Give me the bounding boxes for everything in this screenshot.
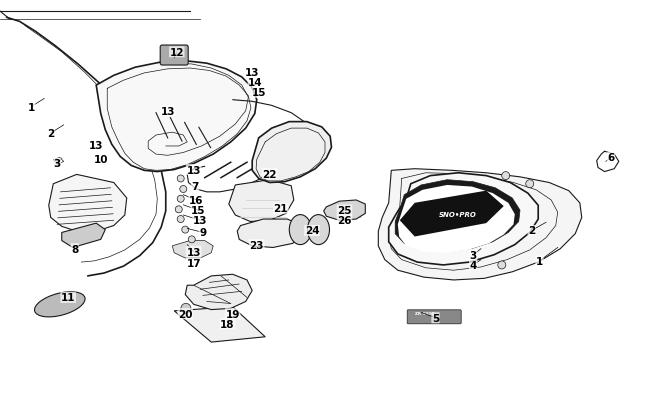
Text: 1: 1 [536, 256, 543, 266]
Text: 4: 4 [469, 260, 477, 270]
Text: 7: 7 [191, 181, 199, 191]
Text: 15: 15 [252, 88, 266, 98]
Text: 18: 18 [220, 319, 235, 329]
Circle shape [526, 180, 534, 188]
Text: 2: 2 [47, 129, 55, 139]
Text: 13: 13 [193, 216, 207, 226]
Text: 21: 21 [274, 204, 288, 213]
Text: 3: 3 [469, 250, 477, 260]
Polygon shape [395, 180, 520, 252]
Polygon shape [49, 175, 127, 232]
Circle shape [180, 186, 187, 193]
Circle shape [182, 226, 188, 234]
Circle shape [176, 206, 182, 213]
Polygon shape [172, 241, 213, 258]
Circle shape [177, 175, 184, 183]
Text: 20: 20 [178, 309, 192, 319]
Circle shape [177, 196, 184, 203]
Text: 6: 6 [607, 153, 615, 163]
Circle shape [502, 172, 510, 180]
FancyBboxPatch shape [407, 310, 461, 324]
Text: 16: 16 [189, 196, 203, 205]
Text: 13: 13 [89, 141, 103, 151]
Polygon shape [389, 173, 538, 265]
Polygon shape [398, 185, 515, 253]
Circle shape [188, 236, 195, 243]
Text: 13: 13 [187, 165, 201, 175]
Text: 13: 13 [187, 247, 201, 257]
FancyBboxPatch shape [160, 46, 188, 66]
Text: 14: 14 [248, 78, 263, 88]
Polygon shape [237, 220, 304, 248]
Polygon shape [400, 191, 504, 237]
Text: 3: 3 [53, 159, 61, 169]
Ellipse shape [289, 215, 311, 245]
Text: SNO•PRO: SNO•PRO [439, 212, 477, 217]
Text: 5: 5 [432, 313, 439, 323]
Polygon shape [252, 122, 332, 183]
Text: 23: 23 [250, 240, 264, 250]
Text: 12: 12 [170, 48, 184, 58]
Circle shape [177, 216, 184, 223]
Text: 24: 24 [305, 226, 319, 236]
Polygon shape [96, 62, 257, 172]
Polygon shape [185, 275, 252, 310]
Polygon shape [62, 224, 105, 248]
Text: 13: 13 [245, 68, 259, 78]
Polygon shape [378, 169, 582, 280]
Circle shape [498, 261, 506, 269]
Polygon shape [174, 307, 265, 342]
Text: ZR 9000: ZR 9000 [415, 311, 435, 315]
Text: 1: 1 [27, 102, 35, 112]
Text: 9: 9 [200, 228, 206, 238]
Text: 13: 13 [161, 107, 175, 116]
Text: 19: 19 [226, 309, 240, 319]
Circle shape [181, 304, 191, 313]
Polygon shape [229, 180, 294, 222]
Text: 15: 15 [191, 206, 205, 215]
Text: 26: 26 [337, 216, 352, 226]
Polygon shape [324, 200, 365, 221]
Text: 22: 22 [263, 169, 277, 179]
Text: 25: 25 [337, 206, 352, 215]
Text: 8: 8 [71, 244, 79, 254]
Text: 11: 11 [61, 293, 75, 303]
Ellipse shape [307, 215, 330, 245]
Text: 2: 2 [528, 226, 536, 236]
Ellipse shape [34, 292, 85, 317]
Text: 10: 10 [94, 155, 108, 165]
Text: 17: 17 [187, 258, 201, 268]
